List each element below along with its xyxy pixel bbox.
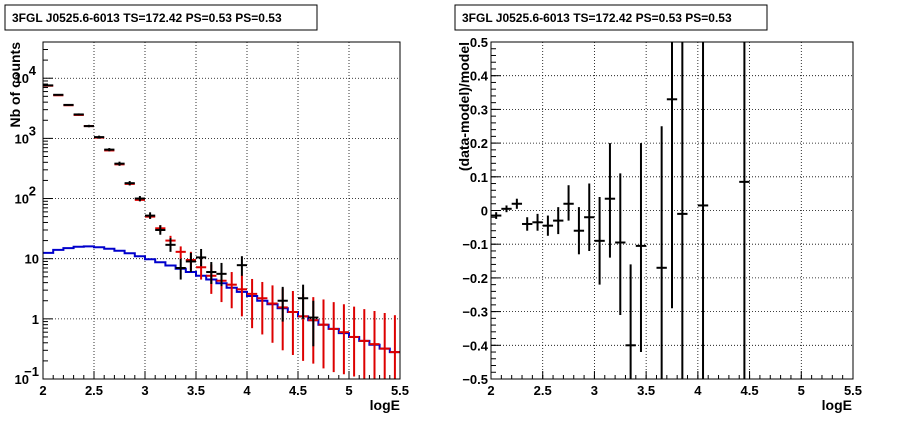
residuals-y-tick-label: 0 (481, 204, 488, 219)
residuals-x-ticks: 2 2.5 3 3.5 4 4.5 5 5.5 (487, 371, 862, 398)
counts-x-tick-label: 3.5 (187, 383, 205, 398)
counts-x-tick-label: 2 (39, 383, 46, 398)
counts-y-tick-exponent: 3 (29, 123, 36, 138)
residuals-x-tick-label: 3 (591, 383, 598, 398)
counts-plot-frame (42, 41, 401, 380)
residuals-panel: 3FGL J0525.6-6013 TS=172.42 PS=0.53 PS=0… (454, 4, 862, 413)
counts-marks (43, 84, 400, 379)
counts-y-tick-exponent: 2 (29, 184, 36, 199)
residuals-y-tick-label: 0.4 (470, 69, 489, 84)
counts-grid (43, 42, 400, 379)
residuals-y-tick-label: 0.2 (470, 136, 488, 151)
residuals-y-tick-label: −0.1 (462, 237, 488, 252)
counts-y-tick-label: 1 (32, 312, 39, 327)
counts-x-tick-label: 3 (141, 383, 148, 398)
counts-y-axis-label: Nb of counts (7, 42, 23, 128)
counts-y-tick-label: 10 (15, 192, 29, 207)
residuals-y-tick-label: −0.4 (462, 338, 488, 353)
residuals-marks (491, 42, 750, 379)
residuals-y-tick-label: 0.5 (470, 35, 488, 50)
counts-x-ticks: 2 2.5 3 3.5 4 4.5 5 5.5 (39, 371, 409, 398)
residuals-x-axis-label: logE (822, 397, 852, 413)
counts-y-tick-label: 10 (25, 252, 39, 267)
counts-y-tick-label: 10 (15, 372, 29, 387)
counts-x-axis-label: logE (370, 397, 400, 413)
counts-y-tick-label: 10 (15, 131, 29, 146)
counts-y-tick-exponent: 4 (29, 63, 37, 78)
residuals-y-tick-label: 0.3 (470, 102, 488, 117)
residuals-y-ticks: −0.5 −0.4 −0.3 −0.2 −0.1 0 0.1 0.2 0.3 0.4 0.5 (462, 35, 501, 387)
residuals-x-tick-label: 5.5 (844, 383, 862, 398)
residuals-x-tick-label: 2 (487, 383, 494, 398)
residuals-title-box (454, 4, 768, 31)
residuals-y-axis-label: (data-model)/model (456, 42, 472, 171)
residuals-y-tick-label: −0.2 (462, 271, 488, 286)
residuals-x-tick-label: 4 (694, 383, 702, 398)
residuals-y-tick-label: −0.5 (462, 372, 488, 387)
counts-x-tick-label: 2.5 (85, 383, 103, 398)
counts-title: 3FGL J0525.6-6013 TS=172.42 PS=0.53 PS=0… (12, 11, 282, 25)
counts-y-tick-exponent: −1 (24, 364, 39, 379)
residuals-x-tick-label: 4.5 (741, 383, 759, 398)
counts-x-tick-label: 5 (345, 383, 352, 398)
counts-title-box (4, 4, 318, 31)
residuals-title: 3FGL J0525.6-6013 TS=172.42 PS=0.53 PS=0… (462, 11, 732, 25)
residuals-x-tick-label: 5 (798, 383, 805, 398)
counts-x-tick-label: 4.5 (289, 383, 307, 398)
counts-spectrum-panel: 3FGL J0525.6-6013 TS=172.42 PS=0.53 PS=0… (4, 4, 409, 413)
residuals-x-tick-label: 2.5 (534, 383, 552, 398)
counts-x-tick-label: 5.5 (391, 383, 409, 398)
residuals-y-tick-label: −0.3 (462, 305, 488, 320)
counts-x-tick-label: 4 (243, 383, 251, 398)
residuals-y-tick-label: 0.1 (470, 170, 488, 185)
counts-y-tick-label: 10 (15, 71, 29, 86)
residuals-x-tick-label: 3.5 (637, 383, 655, 398)
